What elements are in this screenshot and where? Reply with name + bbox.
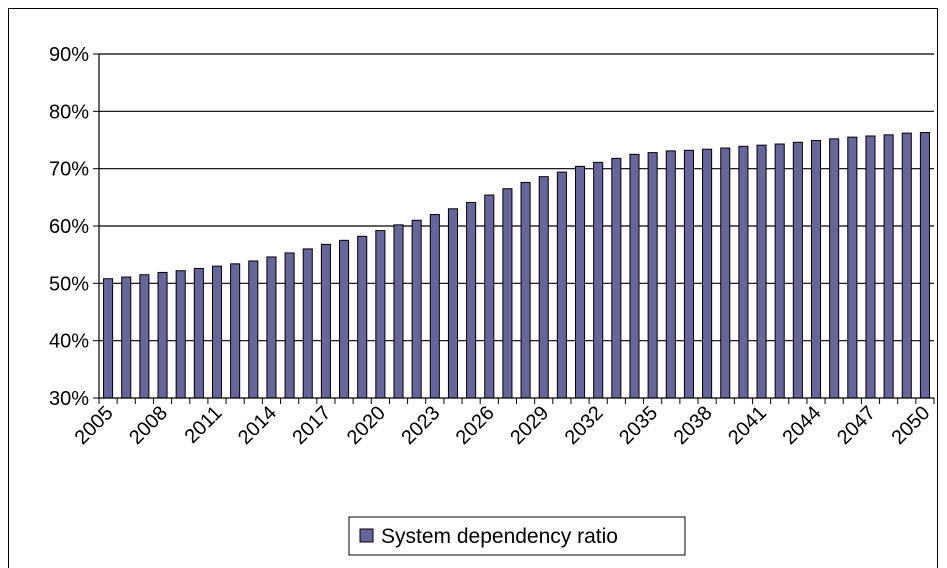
bar-2032 [593, 161, 604, 399]
bar-2023 [429, 214, 440, 399]
bar-2011 [211, 265, 223, 399]
bar-2047 [865, 135, 876, 399]
bar-2024 [447, 208, 459, 399]
x-tick-label: 2041 [724, 402, 771, 449]
y-tick-label: 80% [49, 101, 89, 123]
x-tick-label: 2035 [615, 402, 662, 449]
bar-2028 [520, 181, 531, 399]
bar-2046 [847, 136, 858, 399]
bar-2042 [774, 143, 785, 399]
bar-2038 [702, 148, 713, 399]
bar-2041 [756, 144, 767, 399]
x-tick-label: 2050 [887, 402, 934, 449]
x-tick-label: 2038 [670, 402, 717, 449]
y-tick-label: 50% [49, 273, 89, 295]
bar-2040 [738, 145, 749, 399]
bar-2005 [103, 278, 114, 399]
bar-2039 [720, 147, 731, 399]
bar-2020 [375, 230, 386, 399]
bar-2019 [357, 235, 368, 399]
bar-2029 [538, 176, 549, 399]
chart-frame [8, 8, 938, 568]
bar-2027 [502, 188, 513, 399]
y-tick-label: 40% [49, 331, 89, 353]
bar-2006 [121, 276, 132, 399]
bar-2008 [157, 271, 168, 399]
bar-2017 [320, 243, 331, 399]
bars [103, 132, 930, 399]
bar-2033 [611, 157, 622, 399]
bar-2043 [792, 141, 803, 399]
x-tick-label: 2014 [234, 402, 281, 449]
y-tick-label: 70% [49, 159, 89, 181]
bar-2022 [411, 219, 422, 399]
x-tick-label: 2011 [181, 402, 227, 448]
bar-2037 [683, 149, 694, 399]
x-tick-label: 2008 [125, 402, 172, 449]
bar-2034 [629, 153, 640, 399]
bar-2016 [302, 248, 313, 399]
bar-2044 [810, 140, 822, 399]
x-tick-label: 2029 [506, 402, 553, 449]
bar-2050 [919, 132, 930, 399]
legend-label: System dependency ratio [381, 525, 618, 548]
bar-2045 [829, 138, 840, 399]
y-tick-label: 60% [49, 216, 89, 238]
bar-2031 [574, 165, 586, 399]
x-tick-label: 2017 [288, 402, 335, 449]
x-tick-label: 2023 [397, 402, 444, 449]
bar-2015 [284, 252, 295, 399]
bar-2026 [484, 194, 495, 399]
legend-swatch [359, 528, 374, 543]
bar-2009 [175, 270, 186, 399]
bar-2012 [230, 263, 241, 399]
legend-box [348, 516, 686, 556]
axes [93, 53, 935, 404]
bar-2014 [266, 256, 277, 399]
bar-2049 [901, 132, 912, 399]
bar-2048 [883, 134, 894, 399]
y-tick-label: 90% [49, 44, 89, 66]
bar-2007 [139, 274, 150, 399]
legend: System dependency ratio [348, 516, 686, 556]
bar-2035 [647, 152, 658, 399]
y-tick-label: 30% [49, 388, 89, 410]
x-tick-label: 2020 [343, 402, 390, 449]
x-tick-label: 2044 [779, 402, 826, 449]
bar-2010 [193, 267, 204, 399]
bar-2021 [393, 224, 404, 399]
bar-2013 [248, 260, 259, 399]
bar-2030 [556, 171, 567, 399]
bar-2025 [466, 201, 477, 399]
x-tick-label: 2047 [833, 402, 880, 449]
bar-2018 [339, 239, 350, 399]
bar-2036 [665, 150, 676, 399]
gridlines [99, 53, 934, 342]
x-tick-label: 2032 [561, 402, 608, 449]
x-tick-label: 2026 [452, 402, 499, 449]
